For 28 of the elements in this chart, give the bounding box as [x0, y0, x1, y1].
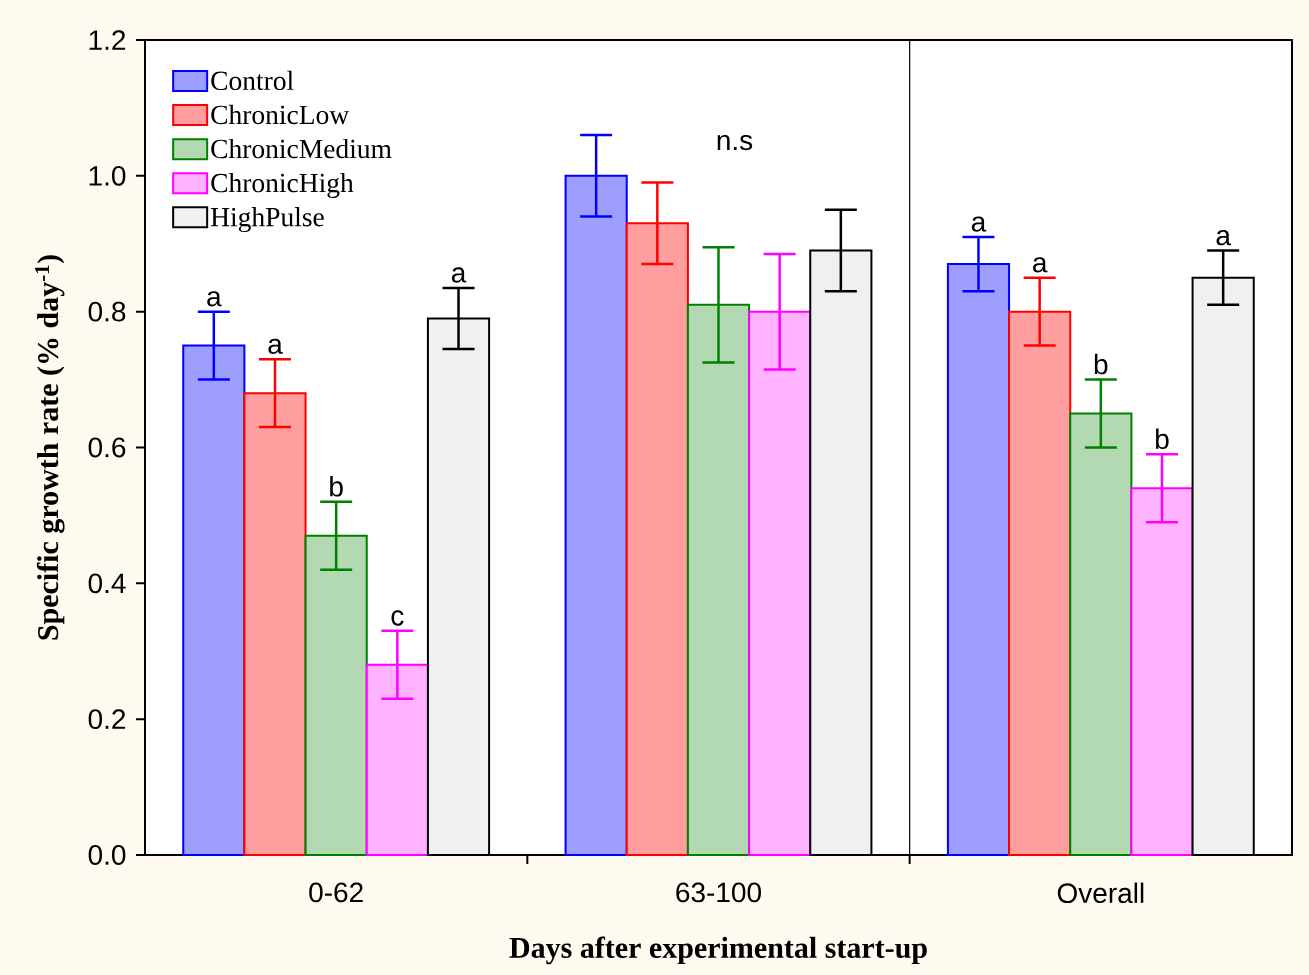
y-axis-title: Specific growth rate (% day$^{-1}$): [35, 255, 65, 640]
data-label: a: [207, 291, 222, 307]
y-tick-label: 0.6: [88, 437, 126, 458]
data-label: a: [268, 338, 283, 354]
y-tick-label: 1.2: [89, 30, 126, 50]
y-tick-label: 0.0: [88, 845, 126, 865]
data-label: a: [1033, 257, 1048, 273]
legend-label: ChronicHigh: [211, 172, 354, 198]
legend-label: ChronicLow: [211, 104, 350, 125]
y-tick-label: 0.8: [88, 301, 126, 322]
y-tick-label: 1.0: [89, 165, 126, 186]
data-label: b: [330, 476, 343, 497]
data-label: a: [971, 216, 987, 232]
data-label: a: [1216, 230, 1231, 246]
legend-label: HighPulse: [210, 207, 324, 233]
x-axis-title: Days after experimental start-up: [509, 936, 927, 965]
annotation: n.s: [717, 134, 753, 151]
legend-label: ChronicMedium: [211, 138, 392, 159]
x-tick-label: 63-100: [676, 882, 761, 903]
x-tick-label: Overall: [1057, 882, 1144, 904]
data-label: b: [1156, 428, 1169, 450]
legend-label: Control: [211, 70, 294, 91]
data-label: c: [391, 610, 404, 626]
y-tick-label: 0.2: [88, 709, 126, 730]
data-label: b: [1094, 353, 1108, 375]
y-tick-label: 0.4: [88, 573, 126, 594]
data-label: a: [451, 267, 467, 283]
x-tick-label: 0-62: [309, 882, 363, 903]
